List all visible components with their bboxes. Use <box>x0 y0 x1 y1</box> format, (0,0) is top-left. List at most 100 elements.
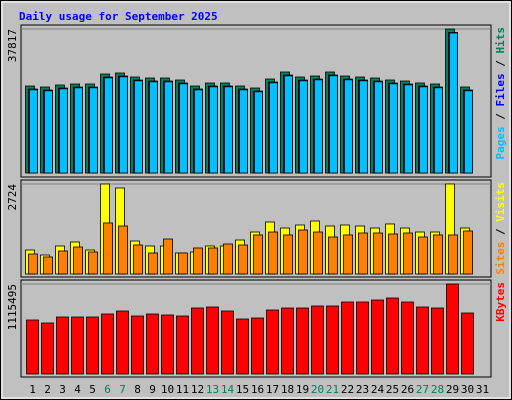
bar <box>191 307 204 375</box>
bar <box>281 307 294 375</box>
bar <box>463 230 473 275</box>
x-tick-label: 29 <box>446 383 459 396</box>
bar <box>311 305 324 375</box>
x-tick-label: 8 <box>134 383 141 396</box>
x-tick-label: 28 <box>431 383 444 396</box>
bar <box>299 80 308 174</box>
bar <box>373 232 383 275</box>
bar <box>284 75 293 174</box>
bar <box>341 301 354 375</box>
bar <box>449 32 458 174</box>
x-tick-label: 31 <box>476 383 489 396</box>
x-tick-label: 18 <box>281 383 294 396</box>
bar <box>131 315 144 375</box>
x-tick-label: 25 <box>386 383 399 396</box>
bar <box>238 244 248 275</box>
bar <box>386 297 399 375</box>
bar <box>134 80 143 174</box>
x-tick-label: 30 <box>461 383 474 396</box>
x-tick-label: 15 <box>236 383 249 396</box>
x-tick-label: 16 <box>251 383 264 396</box>
bar <box>29 89 38 174</box>
bar <box>251 317 264 375</box>
bar <box>43 256 53 275</box>
legend-separator: / <box>494 107 507 127</box>
bar <box>224 86 233 174</box>
x-tick-label: 10 <box>161 383 174 396</box>
bar <box>58 250 68 275</box>
bar <box>269 82 278 174</box>
x-tick-label: 12 <box>191 383 204 396</box>
y-tick-label: 1115495 <box>6 284 19 330</box>
x-tick-label: 26 <box>401 383 414 396</box>
bar <box>433 234 443 275</box>
bar <box>116 310 129 375</box>
bar <box>119 76 128 174</box>
x-tick-label: 9 <box>149 383 156 396</box>
bar <box>56 316 69 375</box>
bar <box>74 87 83 174</box>
bar <box>26 319 39 375</box>
bar <box>418 236 428 275</box>
bar <box>208 247 218 275</box>
bar <box>179 83 188 174</box>
bar <box>163 238 173 275</box>
bar <box>298 229 308 275</box>
bar <box>326 305 339 375</box>
bar <box>178 252 188 275</box>
legend-entry: Visits <box>494 182 507 222</box>
bar <box>343 234 353 275</box>
bar <box>313 231 323 275</box>
bar <box>356 301 369 375</box>
bar <box>461 312 474 375</box>
legend-separator: / <box>494 54 507 74</box>
bar <box>221 310 234 375</box>
bar <box>434 87 443 174</box>
x-tick-label: 22 <box>341 383 354 396</box>
bar <box>41 322 54 375</box>
bar <box>223 243 233 275</box>
bar <box>176 315 189 375</box>
bar <box>86 316 99 375</box>
bar <box>236 318 249 375</box>
legend-separator: / <box>494 222 507 242</box>
x-tick-label: 3 <box>59 383 66 396</box>
x-tick-label: 6 <box>104 383 111 396</box>
bar <box>358 232 368 275</box>
legend-entry: Files <box>494 73 507 106</box>
x-tick-label: 23 <box>356 383 369 396</box>
bar <box>268 231 278 275</box>
x-tick-label: 24 <box>371 383 385 396</box>
bar <box>103 222 113 275</box>
bar <box>239 89 248 174</box>
legend-entry: Hits <box>494 27 507 54</box>
bar <box>44 90 53 174</box>
bar <box>133 244 143 275</box>
bar <box>296 307 309 375</box>
bar <box>389 83 398 174</box>
x-tick-label: 11 <box>176 383 189 396</box>
bar <box>403 232 413 275</box>
bar <box>416 306 429 375</box>
legend: KBytes <box>494 282 507 322</box>
bar <box>401 301 414 375</box>
bar <box>388 233 398 275</box>
bar <box>71 316 84 375</box>
bar <box>464 90 473 174</box>
legend-entry: KBytes <box>494 282 507 322</box>
x-tick-label: 1 <box>29 383 36 396</box>
bar <box>254 91 263 174</box>
x-tick-label: 19 <box>296 383 309 396</box>
bar <box>314 79 323 174</box>
legend: Pages / Files / Hits <box>494 27 507 160</box>
bar <box>404 84 413 174</box>
bar <box>28 253 38 275</box>
bar <box>209 86 218 174</box>
bar <box>359 80 368 174</box>
x-tick-label: 13 <box>206 383 219 396</box>
bar <box>431 307 444 375</box>
bar <box>59 88 68 174</box>
x-tick-label: 20 <box>311 383 324 396</box>
